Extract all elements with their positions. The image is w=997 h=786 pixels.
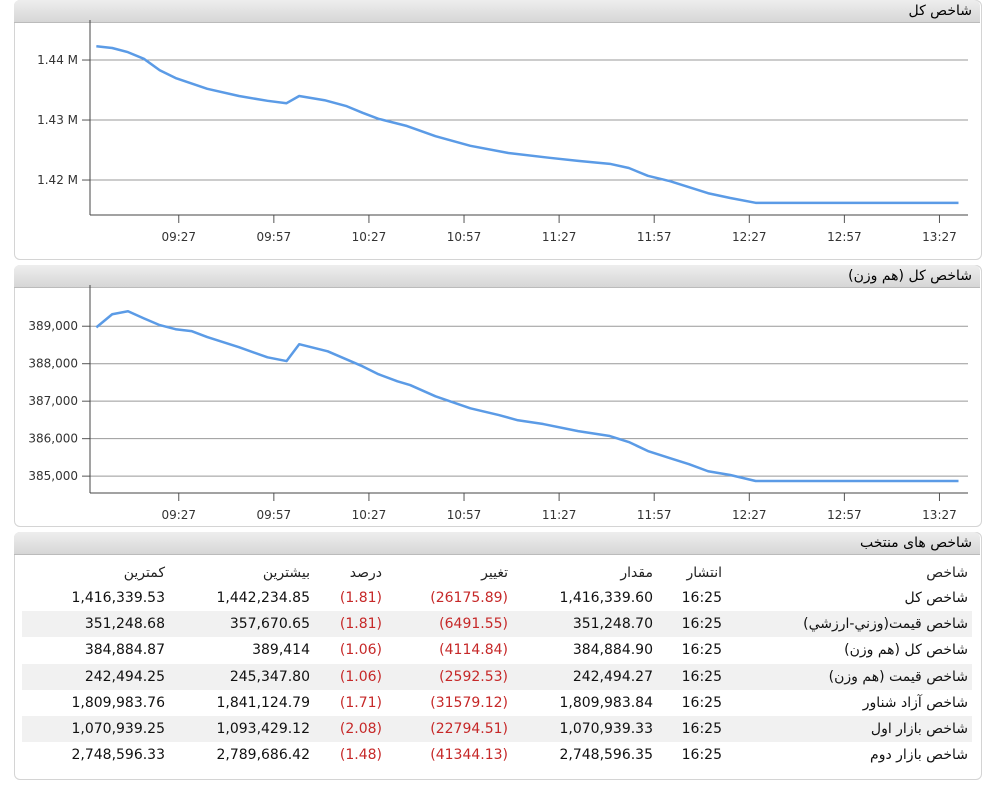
column-header: شاخص [926, 565, 968, 581]
table-cell: 2,789,686.42 [216, 747, 310, 764]
table-cell: 1,093,429.12 [216, 721, 310, 737]
table-cell: 242,494.27 [572, 668, 653, 685]
x-tick-label: 11:27 [542, 508, 577, 522]
row-label: شاخص کل [904, 590, 968, 606]
column-header: کمترین [123, 565, 165, 581]
y-tick-label: 387,000 [28, 394, 78, 408]
table-cell: 16:25 [681, 590, 722, 606]
table-cell: 351,248.70 [572, 616, 653, 633]
row-background [22, 663, 972, 690]
table-cell: 389,414 [252, 642, 310, 659]
x-tick-label: 12:57 [827, 230, 862, 244]
y-tick-label: 389,000 [28, 319, 78, 333]
table-cell: 1,841,124.79 [216, 694, 310, 711]
y-tick-label: 1.43 M [37, 113, 78, 127]
row-label: شاخص قیمت (هم وزن) [828, 668, 968, 685]
x-tick-label: 12:27 [732, 508, 767, 522]
chart-panel [14, 0, 982, 260]
table-cell: (22794.51) [430, 721, 508, 737]
column-header: تغییر [481, 565, 508, 581]
table-cell: 16:25 [681, 694, 722, 711]
x-tick-label: 11:57 [637, 508, 672, 522]
x-tick-label: 10:57 [447, 508, 482, 522]
row-background [22, 611, 972, 638]
panel-header: شاخص های منتخب [14, 532, 980, 555]
y-tick-label: 1.44 M [37, 53, 78, 67]
table-cell: (26175.89) [430, 590, 508, 606]
chart-title: شاخص کل (هم وزن) [848, 268, 972, 284]
table-cell: 2,748,596.33 [71, 747, 165, 764]
table-cell: 242,494.25 [84, 668, 165, 685]
x-tick-label: 10:27 [352, 230, 387, 244]
table-cell: 1,070,939.25 [71, 721, 165, 737]
table-cell: 16:25 [681, 747, 722, 764]
table-cell: 245,347.80 [229, 668, 310, 685]
x-tick-label: 12:27 [732, 230, 767, 244]
column-header: بیشترین [262, 565, 310, 581]
chart-title: شاخص کل [908, 3, 972, 19]
table-cell: 384,884.87 [84, 642, 165, 659]
table-cell: (1.06) [339, 642, 382, 659]
x-tick-label: 13:27 [922, 230, 957, 244]
column-header: انتشار [686, 565, 722, 581]
table-cell: 1,809,983.84 [559, 694, 653, 711]
line [95, 309, 959, 483]
table-cell: (1.48) [339, 747, 382, 764]
column-header: درصد [349, 565, 382, 581]
x-tick-label: 12:57 [827, 508, 862, 522]
table-cell: (31579.12) [430, 694, 508, 711]
table-cell: 357,670.65 [229, 616, 310, 633]
x-tick-label: 11:27 [542, 230, 577, 244]
table-cell: 16:25 [681, 616, 722, 633]
table-cell: (1.81) [339, 590, 382, 606]
column-header: مقدار [620, 565, 653, 581]
table-cell: 1,416,339.53 [71, 590, 165, 606]
x-tick-label: 10:57 [447, 230, 482, 244]
x-tick-label: 11:57 [637, 230, 672, 244]
table-cell: 2,748,596.35 [559, 747, 653, 764]
row-label: شاخص آزاد شناور [862, 694, 968, 711]
table-cell: 1,809,983.76 [71, 694, 165, 711]
y-tick-label: 1.42 M [37, 173, 78, 187]
y-tick-label: 388,000 [28, 357, 78, 371]
table-cell: (41344.13) [430, 747, 508, 764]
table-cell: (4114.84) [439, 642, 508, 659]
line [96, 44, 959, 205]
row-label: شاخص بازار اول [870, 721, 968, 737]
row-label: شاخص کل (هم وزن) [844, 642, 968, 659]
row-label: شاخص بازار دوم [870, 747, 968, 764]
table-cell: (1.06) [339, 668, 382, 685]
table-cell: (6491.55) [439, 616, 508, 633]
panel-header: شاخص کل [14, 0, 980, 23]
table-cell: (2592.53) [439, 668, 508, 685]
table-cell: (1.81) [339, 616, 382, 633]
table-cell: (1.71) [339, 694, 382, 711]
x-tick-label: 13:27 [922, 508, 957, 522]
x-tick-label: 09:57 [257, 508, 292, 522]
x-tick-label: 09:27 [161, 508, 196, 522]
table-cell: 16:25 [681, 721, 722, 737]
x-tick-label: 09:57 [257, 230, 292, 244]
table-cell: 16:25 [681, 668, 722, 685]
table-cell: 1,442,234.85 [216, 590, 310, 606]
table-cell: (2.08) [339, 721, 382, 737]
x-tick-label: 09:27 [161, 230, 196, 244]
table-title: شاخص های منتخب [859, 535, 972, 551]
x-tick-label: 10:27 [352, 508, 387, 522]
table-cell: 1,070,939.33 [559, 721, 653, 737]
row-background [22, 716, 972, 742]
table-cell: 384,884.90 [572, 642, 653, 659]
row-label: شاخص قیمت(وزني-ارزشي) [803, 616, 968, 633]
table-cell: 1,416,339.60 [559, 590, 653, 606]
panel-header: شاخص کل (هم وزن) [14, 265, 980, 288]
y-tick-label: 385,000 [28, 469, 78, 483]
table-cell: 16:25 [681, 642, 722, 659]
table-cell: 351,248.68 [84, 616, 165, 633]
y-tick-label: 386,000 [28, 432, 78, 446]
